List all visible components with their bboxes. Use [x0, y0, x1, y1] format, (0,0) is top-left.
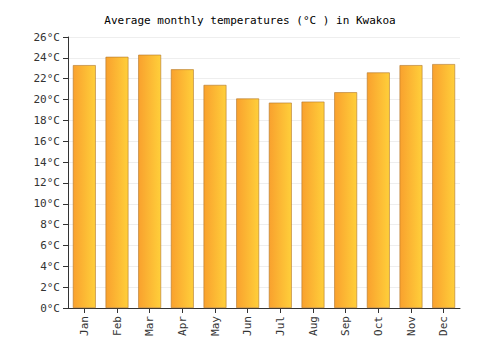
svg-text:8°C: 8°C: [40, 218, 60, 231]
svg-text:Jul: Jul: [274, 316, 287, 336]
svg-text:Oct: Oct: [372, 316, 385, 336]
svg-text:18°C: 18°C: [34, 114, 61, 127]
svg-text:16°C: 16°C: [34, 135, 61, 148]
svg-text:Dec: Dec: [437, 316, 450, 336]
svg-text:Aug: Aug: [307, 316, 320, 336]
svg-text:Mar: Mar: [143, 316, 156, 336]
svg-text:10°C: 10°C: [34, 197, 61, 210]
svg-text:6°C: 6°C: [40, 239, 60, 252]
svg-text:24°C: 24°C: [34, 51, 61, 64]
svg-text:14°C: 14°C: [34, 156, 61, 169]
svg-text:Sep: Sep: [339, 316, 352, 336]
svg-text:4°C: 4°C: [40, 260, 60, 273]
svg-text:Nov: Nov: [405, 316, 418, 336]
svg-text:May: May: [209, 316, 222, 336]
svg-text:20°C: 20°C: [34, 93, 61, 106]
svg-text:Jan: Jan: [78, 316, 91, 336]
svg-text:22°C: 22°C: [34, 72, 61, 85]
svg-text:Average monthly temperatures (: Average monthly temperatures (°C ) in Kw…: [104, 14, 395, 27]
svg-text:12°C: 12°C: [34, 176, 61, 189]
svg-text:Apr: Apr: [176, 316, 189, 336]
svg-text:Jun: Jun: [241, 316, 254, 336]
svg-text:0°C: 0°C: [40, 302, 60, 315]
svg-text:26°C: 26°C: [34, 31, 61, 44]
svg-text:Feb: Feb: [111, 316, 124, 336]
svg-text:2°C: 2°C: [40, 281, 60, 294]
